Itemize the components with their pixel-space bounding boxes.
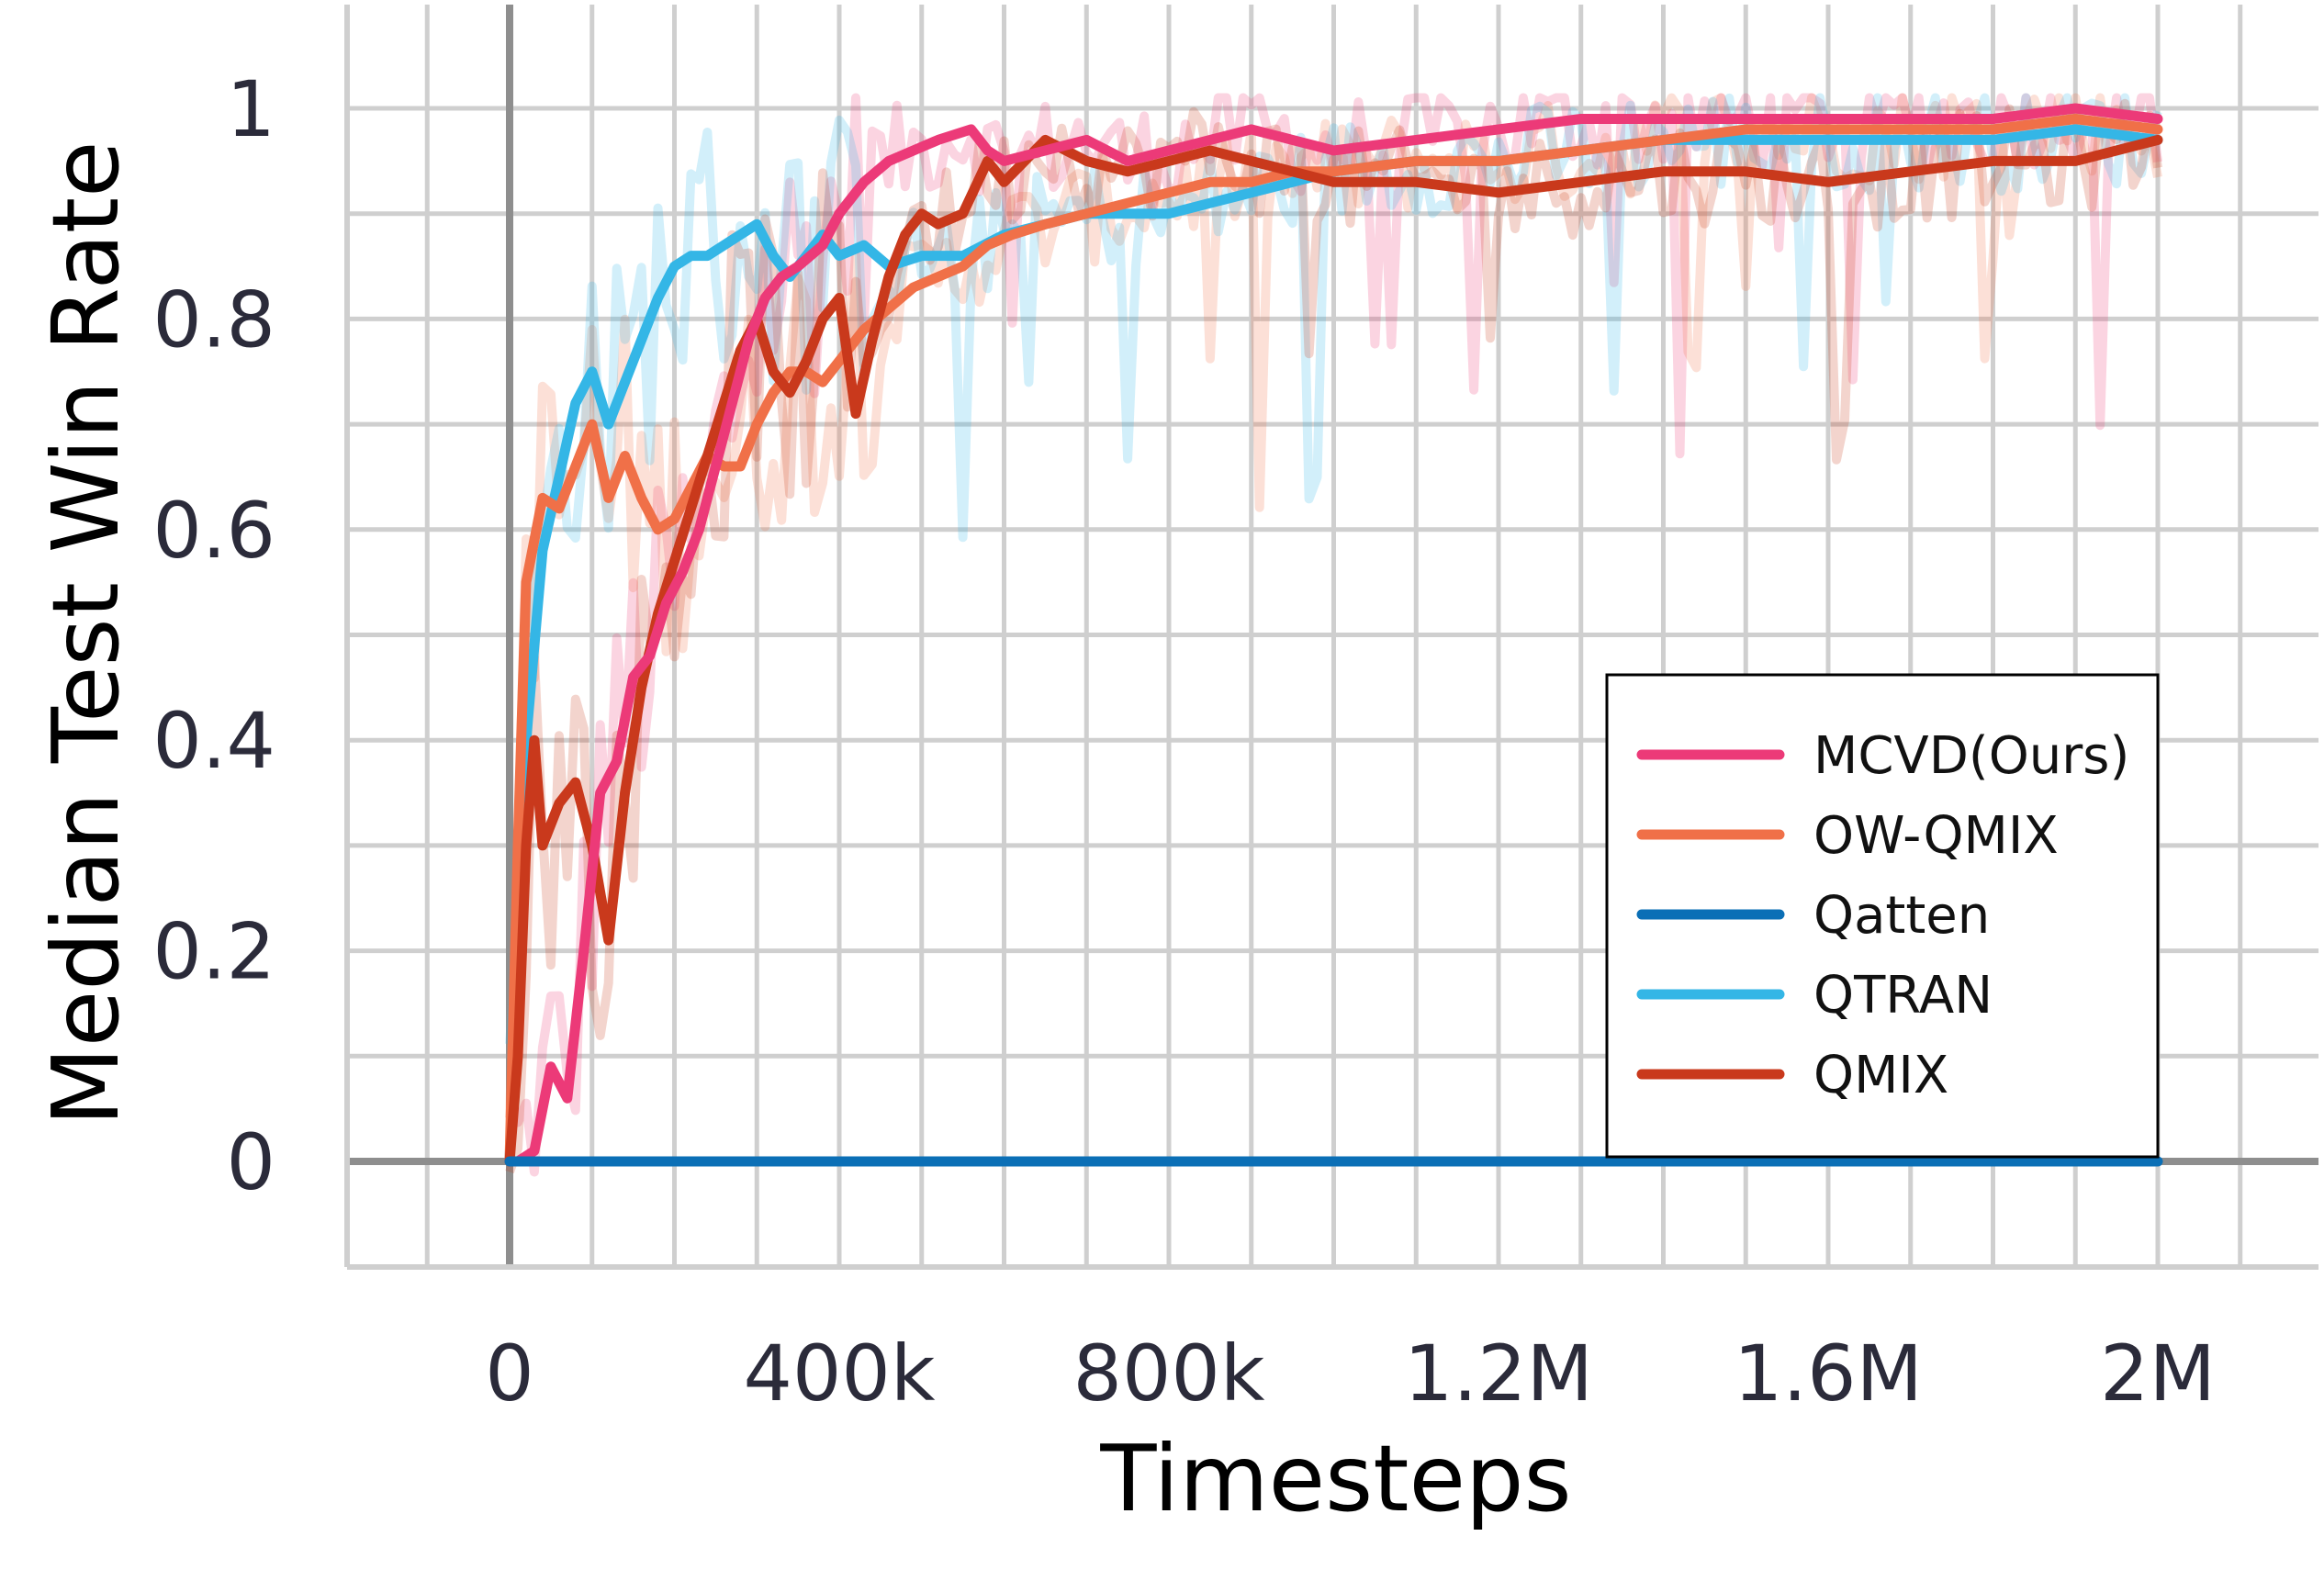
y-tick-label: 0.4: [152, 696, 275, 786]
y-tick-label: 0.8: [152, 275, 275, 364]
y-axis-title: Median Test Win Rate: [32, 140, 140, 1126]
legend-label: QMIX: [1813, 1046, 1948, 1105]
x-tick-label: 800k: [1073, 1329, 1265, 1418]
legend: MCVD(Ours) OW-QMIX Qatten QTRAN QMIX: [1605, 673, 2160, 1159]
legend-label: QTRAN: [1813, 966, 1993, 1026]
x-tick-label: 1.2M: [1404, 1329, 1593, 1418]
x-tick-label: 1.6M: [1734, 1329, 1923, 1418]
x-tick-label: 0: [485, 1329, 533, 1418]
legend-label: OW-QMIX: [1813, 806, 2059, 866]
y-tick-label: 1: [227, 64, 275, 154]
y-tick-label: 0: [227, 1117, 275, 1207]
y-tick-label: 0.2: [152, 907, 275, 997]
y-tick-labels: 0 0.2 0.4 0.6 0.8 1: [152, 64, 275, 1207]
series-lines: [504, 103, 2163, 1167]
series-raw-trace: [505, 93, 2162, 1045]
series-line: [504, 114, 2163, 1167]
x-tick-labels: 0 400k 800k 1.2M 1.6M 2M: [485, 1329, 2216, 1418]
x-axis-title: Timesteps: [1099, 1425, 1571, 1532]
series-line: [512, 103, 2163, 1167]
x-tick-label: 2M: [2100, 1329, 2216, 1418]
legend-label: Qatten: [1813, 886, 1990, 946]
series-line: [504, 134, 2163, 1167]
series-raw-trace: [505, 98, 2162, 1174]
legend-label: MCVD(Ours): [1813, 726, 2129, 786]
x-tick-label: 400k: [744, 1329, 936, 1418]
y-tick-label: 0.6: [152, 486, 275, 576]
